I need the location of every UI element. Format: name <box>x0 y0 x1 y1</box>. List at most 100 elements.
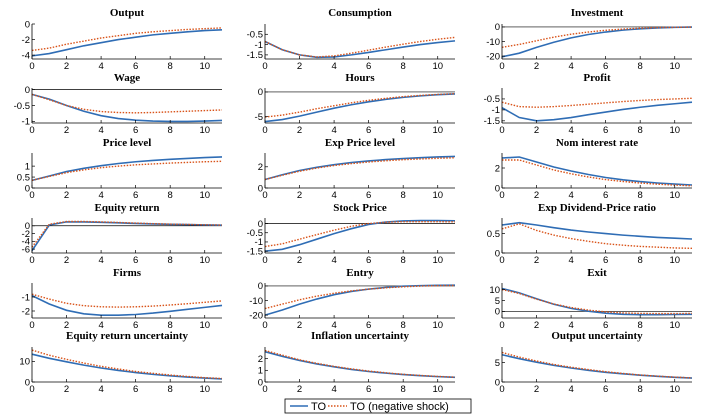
x-tick-label: 0 <box>262 320 267 331</box>
x-tick-label: 0 <box>499 190 504 201</box>
x-tick-label: 2 <box>297 320 302 331</box>
panel-title: Firms <box>113 267 142 279</box>
series-line-to-negative-shock <box>31 27 223 52</box>
y-tick-label: -10 <box>249 296 263 307</box>
series-line-to <box>31 353 223 380</box>
series-line-to <box>264 219 456 252</box>
y-tick-label: 5 <box>495 296 500 307</box>
x-tick-label: 6 <box>366 190 371 201</box>
x-tick-label: 10 <box>669 125 680 136</box>
x-tick-label: 8 <box>401 125 406 136</box>
y-tick-label: 0 <box>495 377 500 388</box>
panel-title: Profit <box>583 72 611 84</box>
x-tick-label: 0 <box>29 190 34 201</box>
x-tick-label: 4 <box>331 61 336 72</box>
x-tick-label: 10 <box>199 125 210 136</box>
panel-title: Exit <box>587 267 607 279</box>
y-tick-label: -2 <box>22 35 30 46</box>
x-tick-label: 2 <box>534 61 539 72</box>
y-tick-label: -1 <box>255 40 263 51</box>
series-line-to-negative-shock <box>502 159 693 187</box>
x-tick-label: 0 <box>262 190 267 201</box>
y-tick-label: 1 <box>258 366 263 377</box>
y-tick-label: -1.5 <box>247 246 263 257</box>
y-tick-label: 0 <box>495 248 500 259</box>
x-tick-label: 10 <box>199 384 210 395</box>
x-tick-label: 0 <box>499 320 504 331</box>
y-tick-label: -0.5 <box>247 30 263 41</box>
panel-title: Exp Dividend-Price ratio <box>538 202 656 214</box>
x-tick-label: 6 <box>133 255 138 266</box>
x-tick-label: 10 <box>432 320 443 331</box>
series-line-to <box>501 101 693 122</box>
x-tick-label: 2 <box>64 125 69 136</box>
series-line-to-negative-shock <box>264 157 456 181</box>
panel-title: Exp Price level <box>325 137 395 149</box>
x-tick-label: 6 <box>133 61 138 72</box>
x-tick-label: 8 <box>638 255 643 266</box>
panel-title: Inflation uncertainty <box>311 330 410 342</box>
x-tick-label: 2 <box>64 255 69 266</box>
x-tick-label: 0 <box>262 255 267 266</box>
x-tick-label: 8 <box>168 255 173 266</box>
panel-profit: Profit -0.5-1-1.50 2 4 6 8 10 <box>484 72 693 136</box>
panel-nom-interest-rate: Nom interest rate 2 00 2 4 6 8 10 <box>495 137 693 201</box>
series-line-to-negative-shock <box>264 220 456 248</box>
x-tick-label: 8 <box>401 61 406 72</box>
x-tick-label: 6 <box>366 61 371 72</box>
series-line-to-negative-shock <box>501 223 693 250</box>
x-tick-label: 10 <box>669 190 680 201</box>
x-tick-label: 2 <box>534 190 539 201</box>
series-line-to <box>501 156 693 186</box>
x-tick-label: 6 <box>366 255 371 266</box>
legend-box <box>284 398 472 414</box>
x-tick-label: 0 <box>29 384 34 395</box>
series-line-to-negative-shock <box>501 351 693 379</box>
x-tick-label: 8 <box>168 125 173 136</box>
x-tick-label: 2 <box>534 125 539 136</box>
x-tick-label: 4 <box>568 125 573 136</box>
panel-exp-price-level: Exp Price level 2 00 2 4 6 8 10 <box>258 137 456 201</box>
x-tick-label: 4 <box>98 384 103 395</box>
x-tick-label: 2 <box>534 255 539 266</box>
y-tick-label: 2 <box>258 354 263 365</box>
series-line-to-negative-shock <box>31 160 223 182</box>
series-line-to-negative-shock <box>31 293 223 308</box>
x-tick-label: 6 <box>133 320 138 331</box>
y-tick-label: -4 <box>22 50 30 61</box>
y-tick-label: 10 <box>19 357 30 368</box>
series-line-to <box>264 93 456 123</box>
x-tick-label: 10 <box>669 320 680 331</box>
x-tick-label: 10 <box>199 255 210 266</box>
panel-exp-dividend-price-ratio: Exp Dividend-Price ratio 0.5 00 2 4 6 8 10 <box>487 202 693 266</box>
x-tick-label: 2 <box>64 384 69 395</box>
y-tick-label: 0 <box>258 377 263 388</box>
x-tick-label: 2 <box>64 190 69 201</box>
x-tick-label: 4 <box>98 255 103 266</box>
y-tick-label: -20 <box>486 51 500 62</box>
x-tick-label: 4 <box>568 320 573 331</box>
series-line-to <box>501 353 693 379</box>
x-tick-label: 6 <box>603 384 608 395</box>
panel-title: Investment <box>571 7 624 19</box>
x-tick-label: 10 <box>432 61 443 72</box>
x-tick-label: 0 <box>499 61 504 72</box>
panel-title: Nom interest rate <box>556 137 638 149</box>
y-tick-label: 0 <box>495 307 500 318</box>
x-tick-label: 4 <box>331 125 336 136</box>
panel-title: Output <box>110 7 145 19</box>
y-tick-label: 0.5 <box>17 172 30 183</box>
x-tick-label: 6 <box>603 61 608 72</box>
x-tick-label: 6 <box>603 125 608 136</box>
x-tick-label: 6 <box>366 125 371 136</box>
y-tick-label: -1 <box>492 105 500 116</box>
x-tick-label: 0 <box>499 125 504 136</box>
y-tick-label: 0 <box>495 183 500 194</box>
y-tick-label: 0 <box>258 87 263 98</box>
x-tick-label: 8 <box>638 320 643 331</box>
y-tick-label: 2 <box>258 162 263 173</box>
x-tick-label: 10 <box>199 61 210 72</box>
